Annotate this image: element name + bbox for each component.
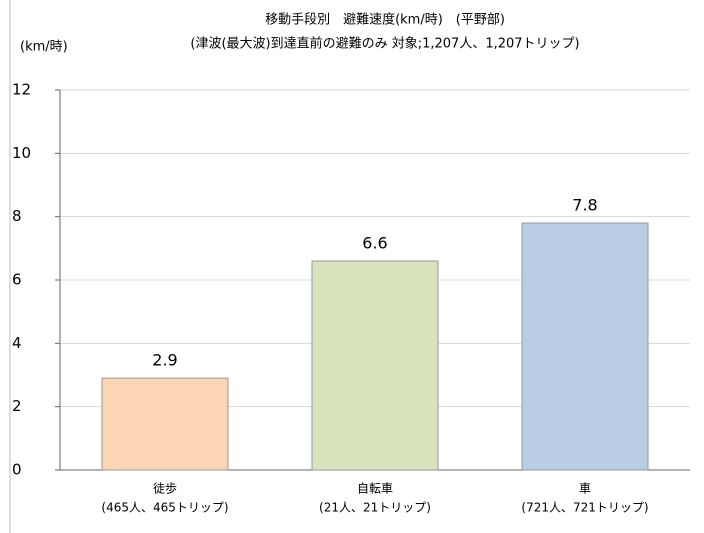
y-tick-label: 0 bbox=[12, 461, 22, 479]
y-tick-label: 12 bbox=[12, 81, 31, 99]
y-tick-label: 2 bbox=[12, 397, 22, 415]
value-label: 7.8 bbox=[572, 196, 597, 215]
x-tick-sublabel: (21人、21トリップ) bbox=[319, 501, 431, 515]
y-tick-label: 8 bbox=[12, 207, 22, 225]
value-label: 6.6 bbox=[362, 234, 387, 253]
x-tick-label: 自転車 bbox=[357, 482, 393, 496]
bar bbox=[311, 260, 439, 471]
y-tick-label: 4 bbox=[12, 334, 22, 352]
y-tick-label: 6 bbox=[12, 271, 22, 289]
y-axis-label: (km/時) bbox=[20, 40, 68, 55]
value-label: 2.9 bbox=[152, 351, 177, 370]
x-tick-label: 車 bbox=[579, 482, 591, 496]
bar bbox=[521, 222, 649, 471]
x-tick-sublabel: (465人、465トリップ) bbox=[101, 501, 228, 515]
y-tick-label: 10 bbox=[12, 144, 31, 162]
x-tick-label: 徒歩 bbox=[153, 481, 177, 496]
x-tick-sublabel: (721人、721トリップ) bbox=[521, 501, 648, 515]
chart-title: 移動手段別 避難速度(km/時) (平野部) bbox=[265, 12, 505, 28]
chart-subtitle: (津波(最大波)到達直前の避難のみ 対象;1,207人、1,207トリップ) bbox=[190, 36, 579, 52]
bar bbox=[101, 377, 229, 471]
